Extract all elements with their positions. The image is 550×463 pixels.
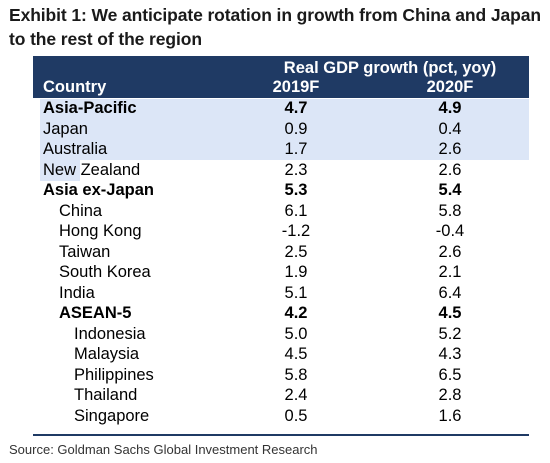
growth-2019f: 2.5: [284, 242, 308, 261]
growth-2020f: 2.8: [438, 386, 462, 404]
country-name: Singapore: [74, 406, 150, 425]
country-column-header: Country: [43, 78, 107, 96]
table-row: Singapore 0.5 1.6: [33, 406, 529, 427]
growth-2019f: -1.2: [281, 222, 311, 240]
year-2019-column-header: 2019F: [272, 78, 320, 96]
row-highlight-stub: [40, 160, 80, 181]
country-name: Malaysia: [74, 345, 140, 363]
growth-2020f: 4.9: [438, 99, 462, 117]
country-name: South Korea: [59, 263, 151, 281]
growth-2020f: 4.3: [438, 345, 462, 363]
table-row: Japan 0.9 0.4: [33, 119, 529, 140]
country-name: India: [59, 283, 95, 302]
growth-2020f: 5.4: [438, 181, 462, 199]
growth-2019f: 5.3: [284, 181, 308, 199]
country-name: Taiwan: [59, 242, 111, 261]
growth-2020f: 4.5: [438, 304, 462, 322]
row-highlight: [40, 99, 529, 160]
growth-2019f: 2.4: [284, 386, 308, 404]
growth-2020f: 2.6: [438, 242, 462, 261]
country-name: China: [59, 201, 103, 220]
growth-2020f: 6.4: [438, 283, 462, 302]
table-row: India 5.1 6.4: [33, 283, 529, 304]
table-row: Australia 1.7 2.6: [33, 139, 529, 160]
growth-2019f: 0.5: [284, 406, 308, 425]
table-row: Philippines 5.8 6.5: [33, 365, 529, 386]
year-2020-column-header: 2020F: [426, 78, 474, 96]
growth-2020f: 2.6: [438, 140, 462, 158]
growth-2019f: 1.9: [284, 263, 308, 281]
growth-2019f: 4.5: [284, 345, 308, 363]
growth-2019f: 0.9: [284, 119, 308, 138]
growth-2020f: -0.4: [435, 222, 465, 240]
bottom-rule: [33, 434, 529, 436]
growth-2020f: 1.6: [438, 406, 462, 425]
table-row: China 6.1 5.8: [33, 201, 529, 222]
growth-2020f: 5.8: [438, 201, 462, 220]
growth-2020f: 5.2: [438, 324, 462, 343]
country-name: Australia: [43, 140, 108, 158]
growth-2019f: 1.7: [284, 140, 308, 158]
growth-2019f: 2.3: [284, 160, 308, 179]
growth-2020f: 6.5: [438, 365, 462, 384]
growth-2019f: 4.2: [284, 304, 308, 322]
table-row: Thailand 2.4 2.8: [33, 385, 529, 406]
growth-2020f: 0.4: [438, 119, 462, 138]
growth-2020f: 2.6: [438, 160, 462, 179]
table-header: Real GDP growth (pct, yoy) Country 2019F…: [33, 56, 529, 98]
table-row: Hong Kong -1.2 -0.4: [33, 221, 529, 242]
country-name: Japan: [43, 119, 88, 138]
table-row: Taiwan 2.5 2.6: [33, 242, 529, 263]
table-body: Asia-Pacific 4.7 4.9 Japan 0.9 0.4 Australia 1.…: [33, 98, 529, 426]
country-name: Asia ex-Japan: [43, 181, 154, 199]
growth-2019f: 4.7: [284, 99, 308, 117]
growth-2019f: 5.8: [284, 365, 308, 384]
country-name: Asia-Pacific: [43, 99, 137, 117]
column-group-label: Real GDP growth (pct, yoy): [283, 59, 497, 77]
country-name: ASEAN-5: [59, 304, 132, 322]
growth-2019f: 5.1: [284, 283, 308, 302]
table-row: Malaysia 4.5 4.3: [33, 344, 529, 365]
country-name: Hong Kong: [59, 222, 142, 240]
country-name: New Zealand: [43, 160, 141, 179]
source-note: Source: Goldman Sachs Global Investment …: [9, 442, 318, 457]
country-name: Thailand: [74, 386, 138, 404]
growth-2019f: 6.1: [284, 201, 308, 220]
country-name: Philippines: [74, 365, 154, 384]
country-name: Indonesia: [74, 324, 146, 343]
exhibit-title: Exhibit 1: We anticipate rotation in gro…: [9, 5, 541, 49]
table-row: New Zealand 2.3 2.6: [33, 160, 529, 181]
growth-2019f: 5.0: [284, 324, 308, 343]
table-row: Asia ex-Japan 5.3 5.4: [33, 180, 529, 201]
table-row: South Korea 1.9 2.1: [33, 262, 529, 283]
table-row: Asia-Pacific 4.7 4.9: [33, 98, 529, 119]
table-row: ASEAN-5 4.2 4.5: [33, 303, 529, 324]
table-row: Indonesia 5.0 5.2: [33, 324, 529, 345]
growth-2020f: 2.1: [438, 263, 462, 281]
